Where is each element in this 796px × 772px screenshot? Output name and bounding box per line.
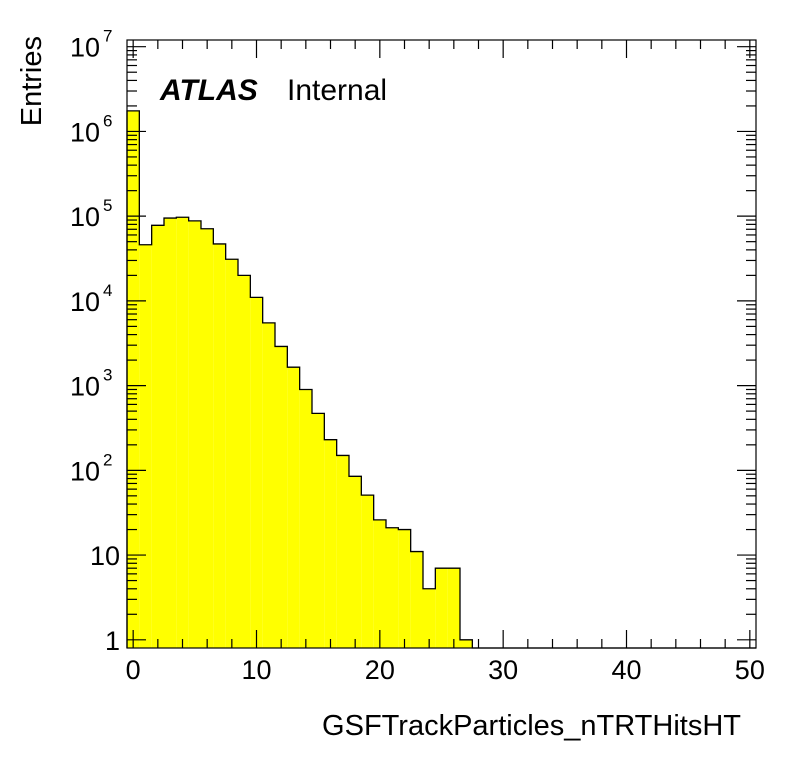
- histogram-bar: [188, 220, 201, 649]
- y-tick-label-exponent: 3: [103, 366, 112, 385]
- histogram-bar: [151, 225, 164, 648]
- histogram-bar: [176, 217, 189, 648]
- histogram-bar: [225, 259, 238, 648]
- y-tick-label: 10: [70, 372, 100, 402]
- x-tick-label: 40: [611, 655, 641, 685]
- histogram-bar: [213, 243, 226, 648]
- y-tick-label-exponent: 4: [103, 281, 112, 300]
- x-tick-label: 30: [488, 655, 518, 685]
- y-tick-label-exponent: 7: [103, 27, 112, 46]
- x-tick-label: 20: [365, 655, 395, 685]
- y-tick-label: 1: [105, 626, 120, 656]
- histogram-bar: [299, 389, 312, 648]
- histogram-bar: [386, 527, 399, 648]
- histogram-bar: [312, 413, 325, 648]
- x-tick-label: 10: [241, 655, 271, 685]
- histogram-bar: [324, 439, 337, 648]
- histogram-bar: [435, 568, 448, 648]
- y-tick-label: 10: [70, 33, 100, 63]
- histogram-bar: [361, 495, 374, 648]
- histogram-bar: [349, 476, 362, 648]
- histogram-bar: [423, 588, 436, 648]
- histogram-bar: [447, 568, 460, 648]
- histogram-bar: [139, 244, 152, 648]
- histogram-bar: [460, 639, 473, 648]
- y-tick-label: 10: [70, 456, 100, 486]
- histogram-bar: [410, 551, 423, 648]
- histogram-bar: [238, 275, 251, 648]
- plot-frame: [126, 39, 757, 649]
- x-tick-label: 0: [126, 655, 141, 685]
- histogram-bar: [336, 455, 349, 648]
- atlas-label: ATLAS: [159, 74, 258, 107]
- y-tick-label: 10: [70, 202, 100, 232]
- histogram-bar: [201, 228, 214, 649]
- y-axis-label: Entries: [16, 36, 48, 126]
- x-tick-label: 50: [735, 655, 765, 685]
- y-tick-label-exponent: 5: [103, 196, 112, 215]
- y-tick-label: 10: [70, 287, 100, 317]
- histogram-bar: [262, 322, 275, 648]
- histogram-bar: [275, 346, 288, 648]
- histogram-bar: [398, 529, 411, 648]
- y-tick-label: 10: [90, 541, 120, 571]
- internal-label: Internal: [287, 74, 387, 107]
- y-tick-label-exponent: 2: [103, 450, 112, 469]
- axis-ticks: [127, 40, 756, 648]
- histogram-bar: [287, 367, 300, 648]
- y-tick-label: 10: [70, 117, 100, 147]
- histogram-bar: [164, 218, 177, 648]
- histogram-bars: [126, 110, 756, 649]
- histogram-bar: [373, 519, 386, 648]
- x-axis-label: GSFTrackParticles_nTRTHitsHT: [322, 710, 741, 742]
- histogram-bar: [127, 110, 140, 648]
- y-tick-label-exponent: 6: [103, 111, 112, 130]
- x-tick-labels: 0 10 20 30 40 50: [126, 655, 765, 685]
- histogram-bar: [250, 297, 263, 648]
